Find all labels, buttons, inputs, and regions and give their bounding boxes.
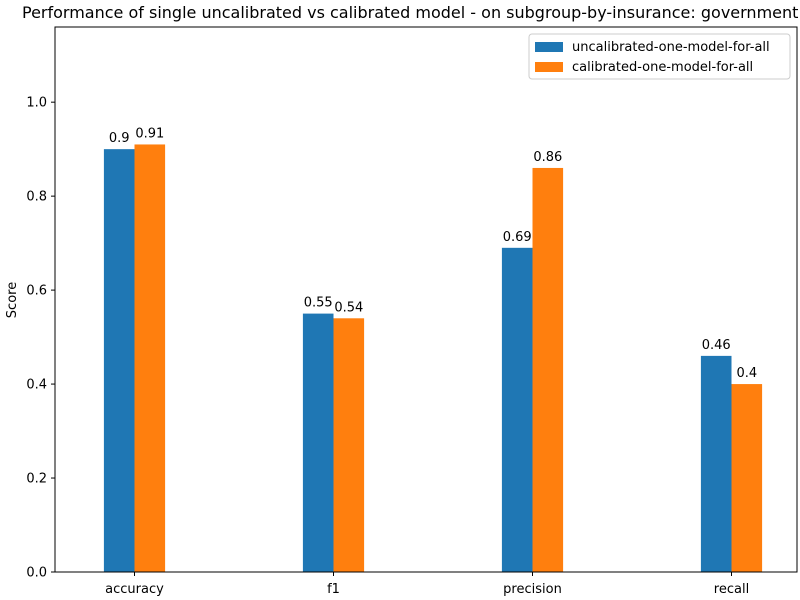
y-tick-label: 0.2 xyxy=(26,472,47,487)
y-tick-label: 1.0 xyxy=(26,96,47,111)
y-axis-label: Score xyxy=(5,282,20,318)
chart-title: Performance of single uncalibrated vs ca… xyxy=(22,3,798,22)
legend-box xyxy=(528,33,791,80)
x-tick-label-recall: recall xyxy=(714,582,749,597)
legend: uncalibrated-one-model-for-all calibrated… xyxy=(528,33,791,80)
bar-uncalibrated-one-model-for-all-f1 xyxy=(302,313,334,572)
y-tick-label: 0.8 xyxy=(26,190,47,205)
x-tick-label-accuracy: accuracy xyxy=(105,582,164,597)
data-label-uncalibrated-one-model-for-all-precision: 0.69 xyxy=(503,230,532,245)
bar-calibrated-one-model-for-all-recall xyxy=(731,384,763,572)
bar-calibrated-one-model-for-all-precision xyxy=(532,167,564,572)
bar-uncalibrated-one-model-for-all-recall xyxy=(700,355,732,572)
y-tick-label: 0.0 xyxy=(26,566,47,581)
y-tick-label: 0.6 xyxy=(26,284,47,299)
data-label-uncalibrated-one-model-for-all-accuracy: 0.9 xyxy=(109,131,130,146)
legend-swatch-uncalibrated-one-model-for-all xyxy=(535,42,563,52)
data-label-calibrated-one-model-for-all-accuracy: 0.91 xyxy=(135,126,164,141)
data-label-calibrated-one-model-for-all-precision: 0.86 xyxy=(533,150,562,165)
y-tick-label: 0.4 xyxy=(26,378,47,393)
data-label-uncalibrated-one-model-for-all-f1: 0.55 xyxy=(304,296,333,311)
bar-calibrated-one-model-for-all-accuracy xyxy=(134,144,166,572)
bar-uncalibrated-one-model-for-all-precision xyxy=(501,247,533,572)
plot-area: 0.9 0.91 0.55 0.54 0.69 0.86 0.46 0.4 0.0 0.2 0.4 0… xyxy=(26,26,798,597)
data-label-uncalibrated-one-model-for-all-recall: 0.46 xyxy=(702,338,731,353)
x-tick-label-f1: f1 xyxy=(327,582,340,597)
legend-label-uncalibrated-one-model-for-all: uncalibrated-one-model-for-all xyxy=(572,40,770,55)
plot-frame xyxy=(54,26,798,573)
bar-uncalibrated-one-model-for-all-accuracy xyxy=(103,149,135,573)
data-label-calibrated-one-model-for-all-f1: 0.54 xyxy=(334,300,363,315)
legend-swatch-calibrated-one-model-for-all xyxy=(535,62,563,72)
legend-label-calibrated-one-model-for-all: calibrated-one-model-for-all xyxy=(572,60,753,75)
x-tick-label-precision: precision xyxy=(503,582,562,597)
data-label-calibrated-one-model-for-all-recall: 0.4 xyxy=(736,366,757,381)
bar-calibrated-one-model-for-all-f1 xyxy=(333,318,365,572)
